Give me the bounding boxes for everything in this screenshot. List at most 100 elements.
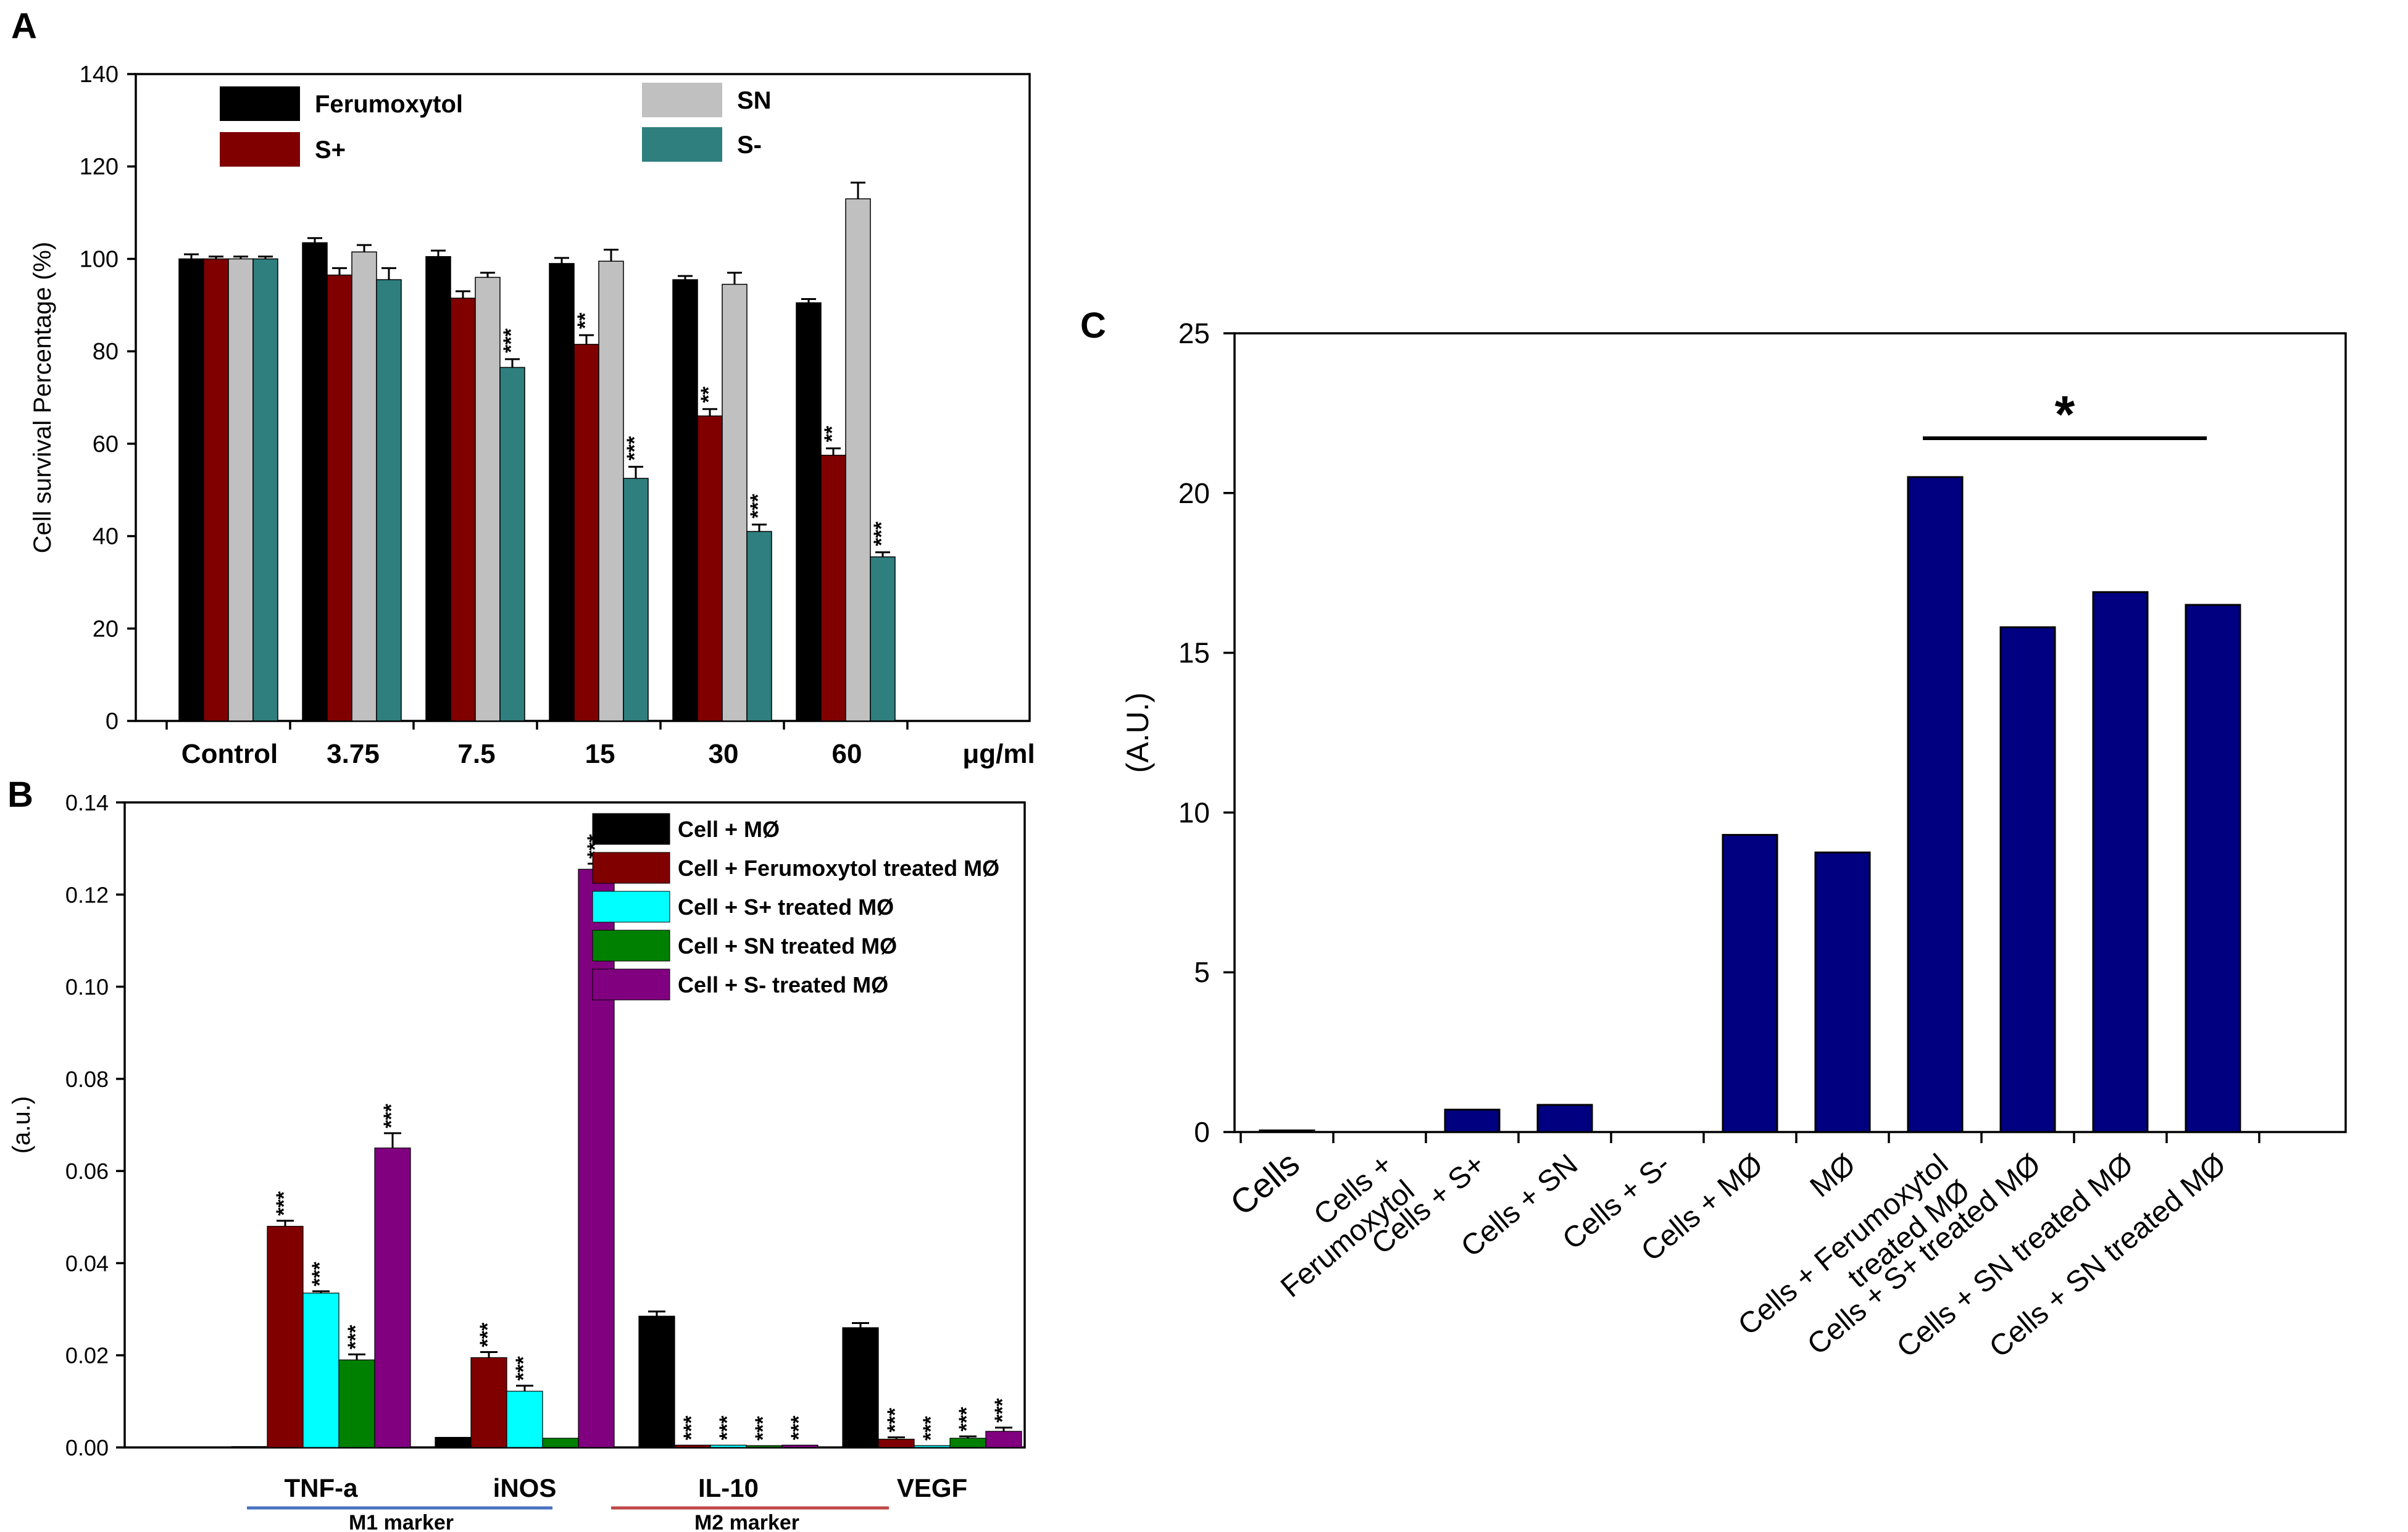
y-tick-label: 25 [1178, 317, 1210, 349]
y-tick-label: 80 [93, 339, 119, 365]
x-tick-label: 15 [585, 739, 615, 769]
legend-swatch [642, 83, 722, 117]
bar-s-4 [746, 531, 772, 722]
y-tick-label: 5 [1194, 956, 1210, 988]
group-label: M2 marker [694, 1511, 799, 1532]
significance-marker: *** [680, 1415, 703, 1440]
y-tick-label: 40 [93, 524, 119, 550]
legend-swatch [592, 891, 670, 923]
bar-s-3 [573, 344, 599, 722]
bar-ferumoxytol-1 [302, 242, 328, 722]
bar-ferumoxytol-2 [425, 256, 451, 722]
legend-swatch [642, 127, 722, 162]
x-tick-label: 60 [832, 739, 862, 769]
y-tick-label: 0.04 [65, 1251, 109, 1276]
bar-10 [2185, 604, 2241, 1133]
y-tick-label: 20 [1178, 477, 1210, 509]
bar-series3-3 [949, 1438, 986, 1448]
bar-series4-2 [781, 1444, 819, 1448]
significance-marker: *** [715, 1415, 739, 1440]
legend-swatch [592, 930, 670, 962]
chart-panel-a: 0 20 40 60 80 100 120 140 Cell survival Percenta… [29, 62, 1035, 769]
y-tick-label: 0.06 [65, 1159, 109, 1184]
bar-7 [1907, 476, 1964, 1133]
bar-series3-1 [542, 1438, 579, 1448]
bar-series1-3 [878, 1438, 915, 1448]
bar-ferumoxytol-5 [796, 302, 822, 722]
x-tick-label: 7.5 [457, 739, 495, 769]
bar-6 [1814, 851, 1871, 1133]
legend-label: Cell + Ferumoxytol treated MØ [678, 856, 999, 881]
y-tick-label: 10 [1178, 796, 1210, 828]
bar-series1-1 [470, 1357, 507, 1448]
legend-label: Ferumoxytol [315, 91, 463, 118]
significance-marker: ** [573, 312, 597, 329]
bar-8 [1999, 626, 2056, 1133]
bar-series2-2 [710, 1444, 747, 1448]
y-tick-label: 0 [106, 709, 119, 735]
y-tick-label: 0.12 [65, 882, 109, 907]
panel-c-letter: C [1080, 306, 1106, 346]
bar-series0-3 [842, 1327, 879, 1448]
bar-s-2 [499, 367, 525, 722]
bar-sn-2 [475, 277, 501, 722]
panel-b-letter: B [7, 775, 33, 815]
bar-series4-3 [985, 1431, 1022, 1448]
bar-series1-2 [674, 1444, 711, 1448]
group-label: M1 marker [349, 1511, 454, 1532]
bar-series3-0 [338, 1359, 375, 1448]
bar-sn-1 [351, 251, 377, 722]
y-tick-label: 60 [93, 431, 119, 457]
significance-marker: *** [919, 1416, 943, 1441]
y-axis-label: Cell survival Percentage (%) [29, 242, 56, 554]
y-axis-label: (A.U.) [1120, 693, 1155, 773]
bar-2 [1444, 1109, 1501, 1133]
significance-marker: *** [991, 1397, 1014, 1422]
bar-series1-0 [267, 1226, 304, 1448]
bar-sn-0 [228, 258, 254, 722]
bar-series2-3 [914, 1445, 951, 1448]
bar-s-1 [376, 279, 402, 722]
y-tick-label: 0.02 [65, 1343, 109, 1368]
bar-series4-1 [578, 868, 615, 1448]
bar-sn-4 [722, 283, 748, 722]
plot-frame [1233, 332, 2347, 1133]
bar-s-2 [450, 298, 476, 722]
significance-marker: *** [623, 436, 646, 460]
legend-label: Cell + SN treated MØ [678, 933, 897, 959]
bar-3 [1536, 1104, 1593, 1133]
y-tick-label: 100 [80, 246, 119, 272]
x-tick-label: 30 [709, 739, 739, 769]
significance-marker: *** [512, 1356, 535, 1381]
y-tick-label: 0.14 [65, 790, 109, 815]
x-unit-label: μg/ml [962, 739, 1035, 769]
significance-marker: *** [955, 1407, 978, 1431]
bar-s-4 [697, 415, 723, 722]
bar-series2-1 [506, 1391, 543, 1448]
bar-sn-3 [598, 260, 624, 722]
significance-marker: *** [272, 1191, 296, 1215]
bar-s-5 [870, 556, 896, 722]
bar-5 [1722, 834, 1778, 1133]
bar-series0-2 [638, 1315, 675, 1448]
x-tick-label: IL-10 [698, 1473, 759, 1502]
x-tick-label: 3.75 [327, 739, 380, 769]
bar-9 [2092, 591, 2149, 1133]
bar-series0-0 [231, 1446, 268, 1449]
bar-series4-0 [374, 1147, 411, 1448]
significance-marker: *** [787, 1415, 810, 1440]
y-tick-label: 0.10 [65, 975, 109, 1000]
legend-label: Cell + S+ treated MØ [678, 894, 894, 920]
significance-marker: *** [870, 521, 893, 546]
significance-marker: *** [751, 1416, 775, 1441]
legend-swatch [220, 132, 300, 167]
legend-swatch [220, 86, 300, 121]
significance-marker: *** [499, 328, 523, 352]
bar-0 [1259, 1129, 1315, 1133]
significance-marker: ** [697, 386, 720, 402]
bar-s-0 [252, 258, 278, 722]
bar-ferumoxytol-3 [549, 263, 575, 722]
bar-series0-1 [435, 1436, 472, 1448]
panel-a-letter: A [11, 6, 37, 46]
